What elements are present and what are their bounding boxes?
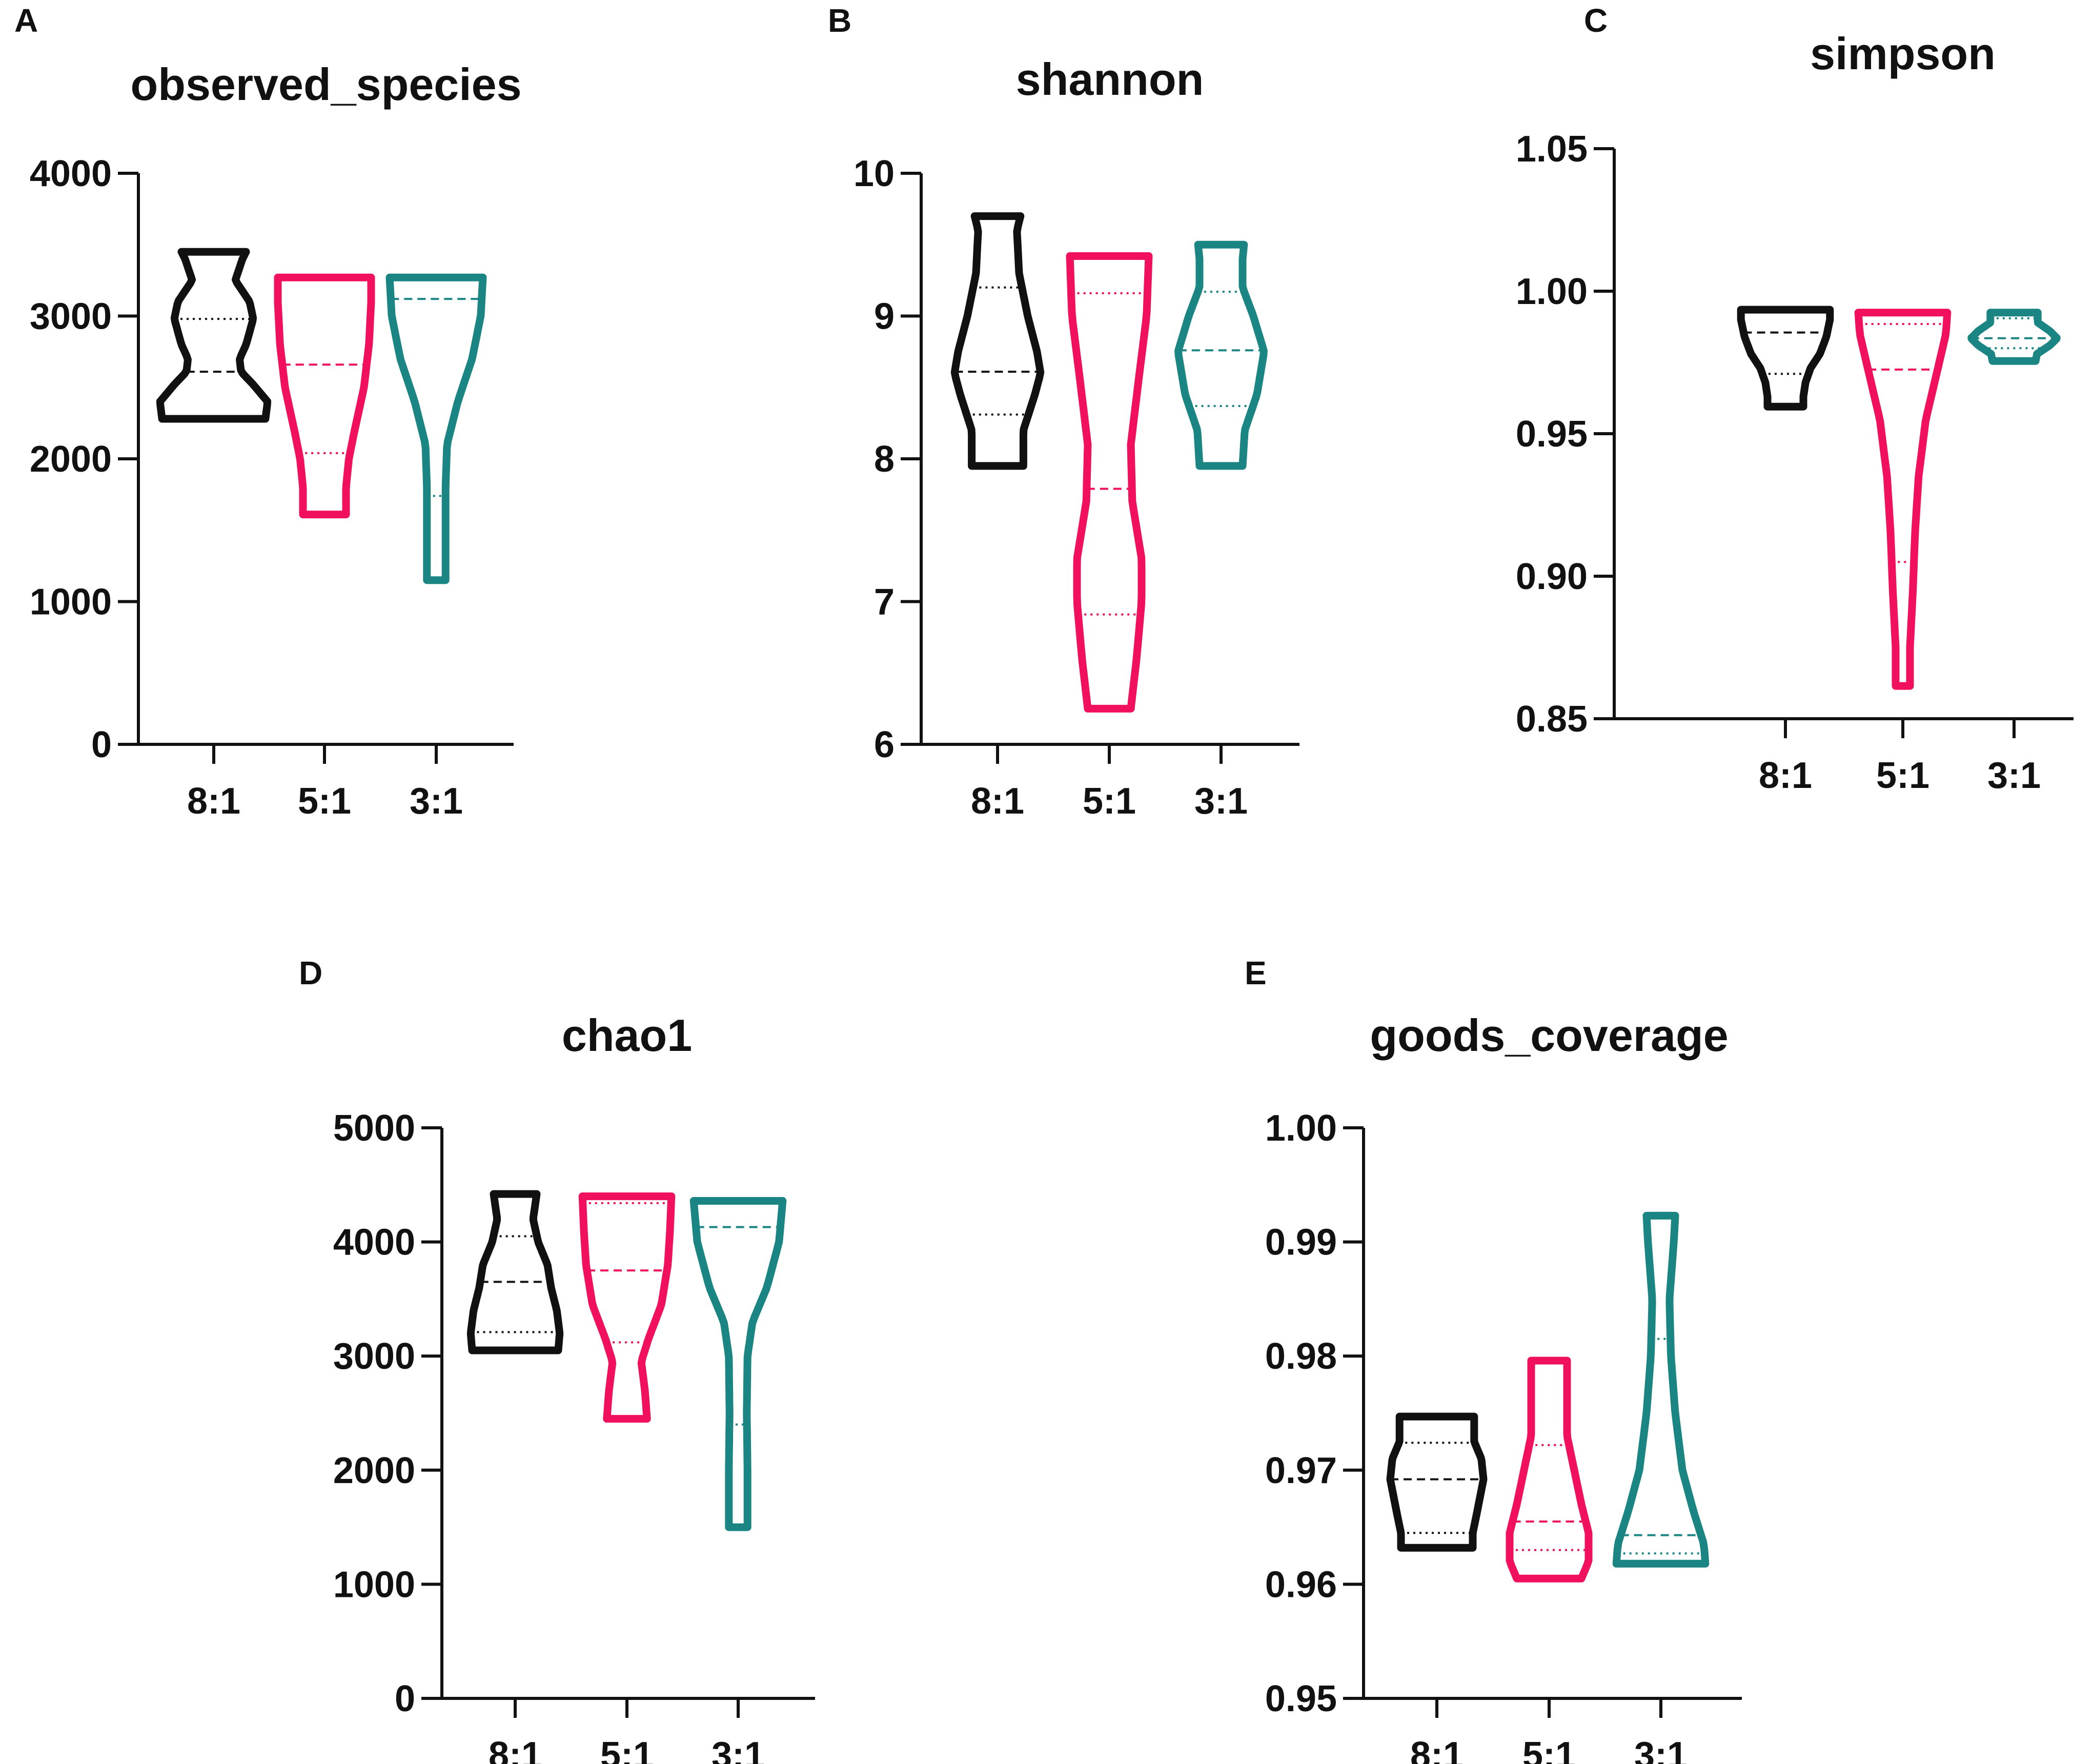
x-tick-label: 8:1 [971, 781, 1024, 822]
y-tick-label: 8 [874, 439, 895, 480]
chart-title: chao1 [562, 1010, 692, 1061]
chart-title: simpson [1810, 28, 1996, 79]
chart-title: observed_species [130, 59, 521, 110]
violin-c-3 [1967, 309, 2061, 365]
violin-b-2 [1066, 252, 1153, 713]
y-tick-label: 0.95 [1265, 1678, 1337, 1719]
y-tick-label: 9 [874, 296, 895, 337]
y-tick-label: 3000 [333, 1336, 415, 1377]
x-tick-label: 3:1 [1194, 781, 1248, 822]
y-tick-label: 1.00 [1265, 1108, 1337, 1149]
panel-label: D [299, 955, 322, 991]
y-tick-label: 0.95 [1516, 414, 1588, 455]
y-tick-label: 0.99 [1265, 1222, 1337, 1263]
x-tick-label: 8:1 [489, 1735, 542, 1764]
y-tick-label: 5000 [333, 1108, 415, 1149]
y-tick-label: 0.85 [1516, 699, 1588, 740]
violin-d-2 [578, 1192, 676, 1423]
x-tick-label: 3:1 [1987, 755, 2041, 796]
y-tick-label: 0.97 [1265, 1450, 1337, 1491]
violin-e-3 [1612, 1211, 1710, 1568]
violin-d-3 [689, 1197, 787, 1531]
y-tick-label: 2000 [333, 1450, 415, 1491]
chart-title: shannon [1016, 54, 1204, 105]
violin-b-3 [1174, 240, 1268, 470]
y-tick-label: 7 [874, 582, 895, 623]
panel-label: E [1245, 955, 1267, 991]
violin-a-3 [385, 273, 487, 584]
x-tick-label: 8:1 [1410, 1735, 1464, 1764]
y-tick-label: 1.05 [1516, 129, 1588, 170]
x-tick-label: 3:1 [1634, 1735, 1688, 1764]
violin-c-2 [1854, 309, 1952, 690]
y-tick-label: 1000 [30, 582, 112, 623]
y-tick-label: 1.00 [1516, 271, 1588, 312]
x-tick-label: 3:1 [712, 1735, 765, 1764]
violin-a-1 [156, 248, 272, 423]
x-tick-label: 8:1 [1759, 755, 1812, 796]
y-tick-label: 4000 [333, 1222, 415, 1263]
x-tick-label: 5:1 [1083, 781, 1136, 822]
violin-b-1 [950, 212, 1045, 470]
panel-label: C [1584, 2, 1608, 39]
y-tick-label: 0.90 [1516, 556, 1588, 597]
y-tick-label: 2000 [30, 439, 112, 480]
y-tick-label: 6 [874, 724, 895, 765]
panel-label: B [828, 2, 851, 39]
x-tick-label: 8:1 [187, 781, 240, 822]
violin-c-1 [1737, 306, 1834, 411]
y-tick-label: 0.98 [1265, 1336, 1337, 1377]
violin-e-2 [1506, 1356, 1593, 1583]
x-tick-label: 5:1 [600, 1735, 654, 1764]
x-tick-label: 3:1 [410, 781, 463, 822]
violin-a-2 [274, 273, 375, 519]
y-tick-label: 3000 [30, 296, 112, 337]
panel-label: A [14, 2, 38, 39]
x-tick-label: 5:1 [298, 781, 351, 822]
y-tick-label: 0.96 [1265, 1564, 1337, 1605]
x-tick-label: 5:1 [1522, 1735, 1576, 1764]
y-tick-label: 0 [395, 1678, 415, 1719]
y-tick-label: 1000 [333, 1564, 415, 1605]
violin-d-1 [466, 1190, 564, 1354]
violin-e-1 [1386, 1412, 1488, 1552]
x-tick-label: 5:1 [1876, 755, 1929, 796]
y-tick-label: 0 [91, 724, 112, 765]
chart-title: goods_coverage [1370, 1010, 1728, 1061]
y-tick-label: 10 [854, 153, 895, 194]
y-tick-label: 4000 [30, 153, 112, 194]
